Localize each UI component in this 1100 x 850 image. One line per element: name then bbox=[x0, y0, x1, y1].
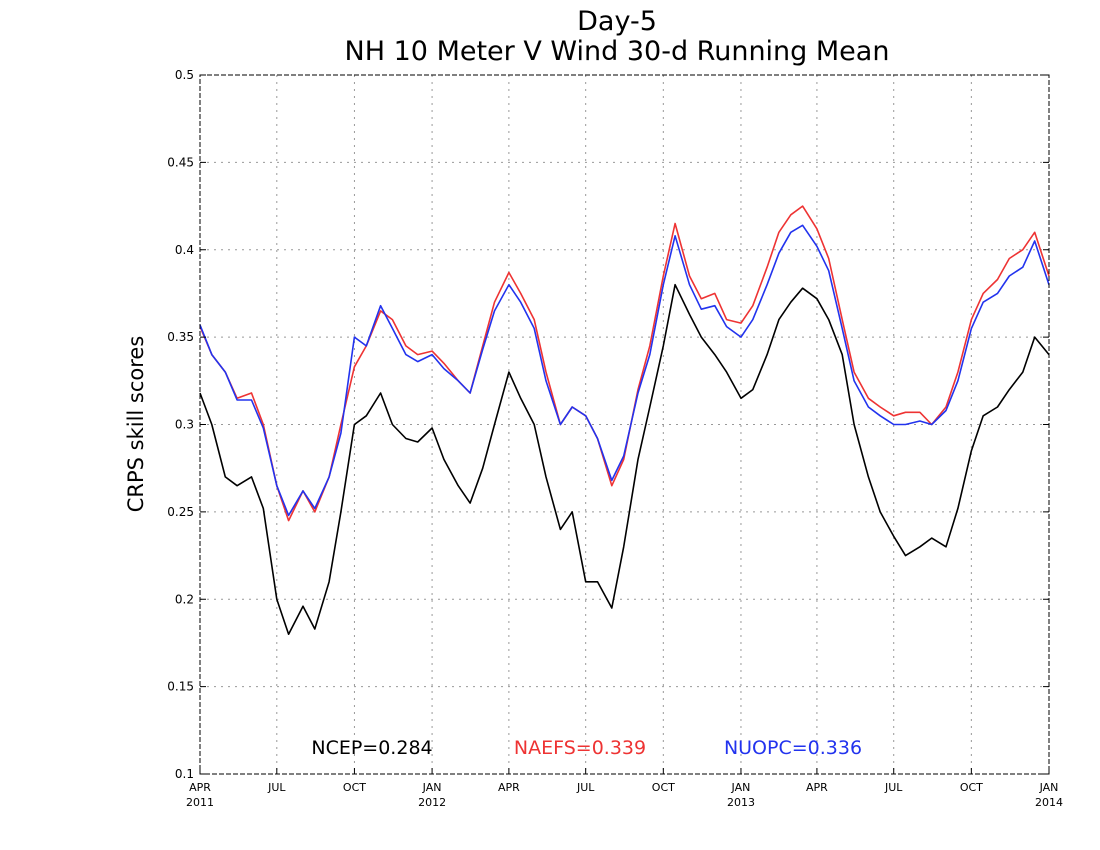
x-tick-label: OCT bbox=[652, 781, 675, 794]
series-lines bbox=[199, 205, 1050, 636]
gridlines bbox=[200, 75, 1049, 774]
x-tick-year-label: 2012 bbox=[418, 796, 446, 809]
x-tick-label: APR bbox=[498, 781, 520, 794]
x-tick-year-label: 2013 bbox=[727, 796, 755, 809]
x-tick-label: APR bbox=[189, 781, 211, 794]
y-tick-label: 0.15 bbox=[167, 680, 194, 694]
y-tick-label: 0.45 bbox=[167, 155, 194, 169]
y-axis-ticks: 0.1 0.15 0.2 0.25 0.3 0.35 0.4 0.45 0.5 bbox=[167, 68, 1049, 781]
y-tick-label: 0.35 bbox=[167, 330, 194, 344]
y-tick-label: 0.4 bbox=[175, 243, 194, 257]
series-line-nuopc bbox=[199, 224, 1050, 517]
x-tick-year-label: 2011 bbox=[186, 796, 214, 809]
x-tick-label: APR bbox=[806, 781, 828, 794]
x-tick-label: OCT bbox=[960, 781, 983, 794]
x-tick-label: JUL bbox=[576, 781, 595, 794]
chart-title: Day-5 bbox=[577, 6, 657, 37]
y-tick-label: 0.5 bbox=[175, 68, 194, 82]
chart-subtitle: NH 10 Meter V Wind 30-d Running Mean bbox=[345, 36, 890, 67]
x-tick-label: JUL bbox=[884, 781, 903, 794]
x-tick-label: JAN bbox=[1039, 781, 1059, 794]
x-tick-label: JAN bbox=[422, 781, 442, 794]
series-line-ncep bbox=[199, 283, 1050, 636]
y-tick-label: 0.2 bbox=[175, 592, 194, 606]
legend-entry: NCEP=0.284 bbox=[311, 737, 432, 759]
x-axis-ticks: APR 2011 JUL OCT JAN 2012 APR JUL OCT JAN 2013 APR J… bbox=[186, 768, 1063, 809]
y-tick-label: 0.3 bbox=[175, 418, 194, 432]
legend-entry: NUOPC=0.336 bbox=[724, 737, 862, 759]
x-tick-year-label: 2014 bbox=[1035, 796, 1063, 809]
x-tick-label: JAN bbox=[731, 781, 751, 794]
y-tick-label: 0.25 bbox=[167, 505, 194, 519]
legend: NCEP=0.284 NAEFS=0.339 NUOPC=0.336 bbox=[311, 737, 862, 759]
legend-entry: NAEFS=0.339 bbox=[514, 737, 646, 759]
series-line-naefs bbox=[199, 205, 1050, 522]
x-tick-label: OCT bbox=[343, 781, 366, 794]
y-tick-label: 0.1 bbox=[175, 767, 194, 781]
x-tick-label: JUL bbox=[267, 781, 286, 794]
y-axis-label: CRPS skill scores bbox=[124, 336, 148, 513]
